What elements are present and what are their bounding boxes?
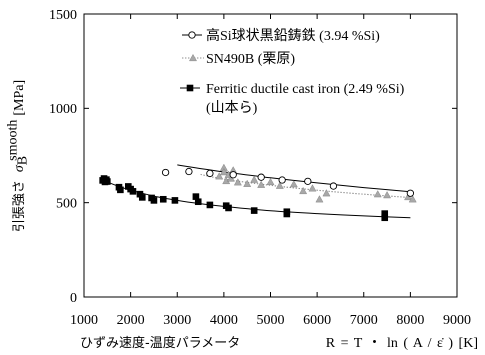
high-si-data-point bbox=[329, 182, 338, 190]
x-tick-label: 6000 bbox=[303, 313, 331, 328]
y-tick-label: 0 bbox=[70, 291, 77, 306]
ferritic-data-point bbox=[192, 193, 200, 200]
y-tick-label: 500 bbox=[56, 196, 77, 211]
x-tick-label: 3000 bbox=[163, 313, 191, 328]
sn490b-data-point bbox=[299, 186, 308, 195]
sn490b-data-point bbox=[215, 172, 224, 180]
high-si-data-point bbox=[229, 171, 237, 179]
sn490b-data-point bbox=[373, 190, 382, 198]
sn490b-data-point bbox=[289, 180, 298, 188]
high-si-data-point bbox=[185, 167, 193, 176]
high-si-data-point bbox=[257, 173, 265, 181]
high-si-data-point bbox=[406, 189, 415, 197]
y-axis-label-subscript: B bbox=[16, 156, 31, 165]
legend-label-sn490b: SN490B (栗原) bbox=[206, 52, 295, 67]
ferritic-data-point bbox=[104, 178, 111, 185]
sn490b-data-point bbox=[315, 195, 324, 203]
sn490b-data-point bbox=[257, 180, 266, 188]
ferritic-data-point bbox=[381, 210, 389, 217]
ferritic-data-point bbox=[194, 198, 202, 206]
ferritic-data-point bbox=[381, 214, 389, 222]
y-tick-label: 1000 bbox=[49, 102, 77, 117]
x-tick-label: 4000 bbox=[210, 313, 238, 328]
x-tick-label: 2000 bbox=[117, 313, 145, 328]
x-tick-label: 8000 bbox=[396, 313, 424, 328]
legend-markers bbox=[180, 31, 204, 92]
legend-marker-ferritic bbox=[186, 84, 194, 92]
legend: 高Si球状黒鉛鋳鉄 (3.94 %Si) SN490B (栗原) Ferriti… bbox=[180, 27, 405, 116]
sn490b-data-point bbox=[250, 175, 259, 183]
sn490b-data-point bbox=[266, 177, 275, 185]
high-si-data-point bbox=[206, 169, 214, 178]
ferritic-data-point bbox=[129, 188, 137, 195]
ferritic-data-point bbox=[171, 197, 179, 204]
x-tick-label: 7000 bbox=[350, 313, 378, 328]
high-si-data-point bbox=[278, 176, 286, 184]
y-axis-label-text: 引張強さ bbox=[12, 180, 27, 232]
sn490b-data-point bbox=[275, 181, 284, 189]
x-axis-label: ひずみ速度-温度パラメータ bbox=[80, 335, 240, 351]
x-axis-formula: R = T ・ ln ( A / ε̇ ) [K] bbox=[326, 336, 478, 351]
ferritic-data-point bbox=[138, 194, 146, 201]
ferritic-data-point bbox=[206, 201, 214, 209]
ferritic-data-point bbox=[150, 197, 158, 204]
legend-label-high-si: 高Si球状黒鉛鋳鉄 (3.94 %Si) bbox=[206, 27, 380, 44]
legend-marker-high-si bbox=[188, 31, 196, 39]
high-si-data-point bbox=[161, 168, 170, 177]
sn490b-data-point bbox=[383, 191, 392, 199]
legend-label-ferritic: Ferritic ductile cast iron (2.49 %Si) bbox=[206, 82, 405, 97]
sn490b-data-point bbox=[233, 178, 242, 186]
ferritic-data-point bbox=[250, 207, 258, 214]
sn490b-data-point bbox=[322, 189, 331, 197]
axis-ticks: 1000 2000 3000 4000 5000 6000 7000 8000 9000 0 500… bbox=[49, 8, 471, 328]
x-tick-label: 9000 bbox=[443, 313, 471, 328]
y-tick-label: 1500 bbox=[49, 8, 77, 23]
x-tick-label: 5000 bbox=[257, 313, 285, 328]
y-axis-label-symbol: σ bbox=[12, 164, 27, 172]
x-tick-label: 1000 bbox=[70, 313, 98, 328]
y-axis-label-superscript: smooth bbox=[6, 120, 21, 161]
high-si-data-point bbox=[304, 177, 312, 185]
ferritic-data-point bbox=[159, 195, 167, 203]
ferritic-data-point bbox=[283, 210, 291, 218]
y-axis-label-unit: [MPa] bbox=[12, 80, 27, 116]
ferritic-data-point bbox=[117, 186, 124, 194]
legend-label-ferritic-source: (山本ら) bbox=[206, 100, 258, 116]
sn490b-data-point bbox=[243, 179, 252, 187]
sn490b-data-point bbox=[408, 195, 417, 203]
sn490b-data-point bbox=[308, 184, 317, 192]
y-axis-label: 引張強さ σBsmooth [MPa] bbox=[6, 80, 31, 232]
legend-marker-sn490b bbox=[189, 53, 197, 62]
ferritic-data-point bbox=[225, 204, 232, 212]
data-points bbox=[99, 163, 417, 222]
sn490b-data-point bbox=[219, 168, 228, 176]
